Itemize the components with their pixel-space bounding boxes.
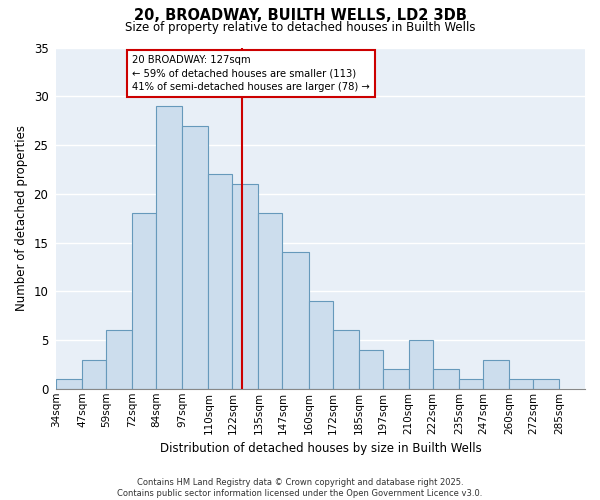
Bar [182, 126, 208, 389]
Text: 20, BROADWAY, BUILTH WELLS, LD2 3DB: 20, BROADWAY, BUILTH WELLS, LD2 3DB [134, 8, 466, 22]
Bar [509, 379, 533, 389]
X-axis label: Distribution of detached houses by size in Builth Wells: Distribution of detached houses by size … [160, 442, 481, 455]
Bar [156, 106, 182, 389]
Bar [308, 301, 332, 389]
Bar [132, 214, 156, 389]
Text: Size of property relative to detached houses in Builth Wells: Size of property relative to detached ho… [125, 21, 475, 34]
Bar [232, 184, 259, 389]
Bar [483, 360, 509, 389]
Bar [283, 252, 308, 389]
Bar [383, 370, 409, 389]
Bar [359, 350, 383, 389]
Text: Contains HM Land Registry data © Crown copyright and database right 2025.
Contai: Contains HM Land Registry data © Crown c… [118, 478, 482, 498]
Bar [433, 370, 459, 389]
Bar [56, 379, 82, 389]
Bar [533, 379, 559, 389]
Bar [82, 360, 106, 389]
Bar [332, 330, 359, 389]
Bar [208, 174, 232, 389]
Bar [409, 340, 433, 389]
Bar [259, 214, 283, 389]
Text: 20 BROADWAY: 127sqm
← 59% of detached houses are smaller (113)
41% of semi-detac: 20 BROADWAY: 127sqm ← 59% of detached ho… [132, 56, 370, 92]
Y-axis label: Number of detached properties: Number of detached properties [15, 125, 28, 311]
Bar [106, 330, 132, 389]
Bar [459, 379, 483, 389]
